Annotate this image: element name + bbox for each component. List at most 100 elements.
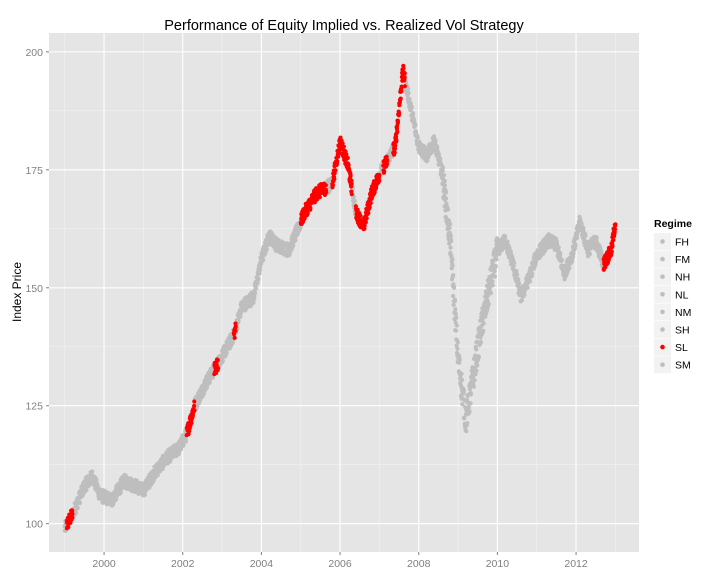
y-tick-label: 200 <box>25 47 43 59</box>
y-axis-label: Index Price <box>10 262 24 322</box>
data-point <box>511 261 517 266</box>
x-tick-label: 2010 <box>486 558 510 570</box>
data-point-sl <box>394 134 399 140</box>
data-point-sl <box>392 150 397 155</box>
data-point <box>490 283 495 288</box>
data-point-sl <box>317 195 322 200</box>
data-point <box>451 302 456 308</box>
data-point-sl <box>330 183 335 188</box>
data-point-sl <box>377 178 382 183</box>
legend-label-nm: NM <box>675 307 691 319</box>
data-point-sl <box>233 324 238 329</box>
legend-label-nh: NH <box>675 272 690 284</box>
data-point <box>183 439 189 444</box>
data-point <box>494 253 499 258</box>
y-tick-label: 175 <box>25 165 43 177</box>
data-point <box>570 259 575 264</box>
data-point-sl <box>377 172 382 178</box>
data-point-sl <box>612 227 618 232</box>
data-point-sl <box>349 181 354 186</box>
data-point <box>519 298 525 303</box>
data-point-sl <box>368 200 373 206</box>
data-point <box>452 297 458 302</box>
data-point <box>505 239 510 244</box>
data-point <box>457 354 462 359</box>
data-point <box>525 285 530 290</box>
data-point-sl <box>397 111 402 116</box>
data-point <box>571 251 576 256</box>
legend-key-point <box>660 327 665 332</box>
data-point <box>515 272 520 277</box>
legend-key-point <box>660 274 665 280</box>
data-point <box>77 500 83 506</box>
data-point <box>142 492 147 497</box>
x-tick-label: 2006 <box>328 558 352 570</box>
legend: Regime FH FM NH NL NM SH SL SM <box>654 218 692 374</box>
data-point <box>436 152 441 157</box>
data-point-sl <box>233 328 238 333</box>
data-point <box>204 385 209 390</box>
data-point-sl <box>335 159 340 164</box>
data-point <box>289 247 294 252</box>
x-tick-label: 2000 <box>92 558 116 570</box>
x-tick-label: 2012 <box>564 558 588 570</box>
data-point-sl <box>346 163 351 168</box>
data-point <box>257 268 263 273</box>
data-point <box>459 371 464 376</box>
data-point-sl <box>392 146 398 151</box>
data-point-sl <box>399 85 404 90</box>
legend-label-nl: NL <box>675 289 689 301</box>
data-point <box>90 469 95 474</box>
data-point <box>467 409 472 414</box>
data-point <box>575 232 580 238</box>
data-point <box>406 86 411 91</box>
data-point <box>476 354 481 359</box>
data-point <box>413 123 418 128</box>
data-point-sl <box>192 403 197 409</box>
data-point <box>433 138 438 143</box>
data-point <box>494 257 499 262</box>
data-point <box>465 421 470 426</box>
legend-label-fm: FM <box>675 254 690 266</box>
x-tick-label: 2002 <box>171 558 195 570</box>
data-point-sl <box>308 205 313 211</box>
data-point <box>587 251 593 257</box>
data-point <box>507 245 512 251</box>
data-point <box>252 290 258 296</box>
data-point <box>468 401 473 406</box>
data-point <box>425 158 430 163</box>
data-point <box>571 254 576 260</box>
data-point <box>448 250 453 255</box>
data-point <box>497 251 502 256</box>
data-point <box>448 222 453 227</box>
data-point <box>451 273 456 278</box>
data-point <box>94 478 99 483</box>
data-point <box>466 404 471 409</box>
data-point-sl <box>613 222 618 227</box>
data-point <box>454 315 459 320</box>
x-axis-ticks: 2000 2002 2004 2006 2008 2010 2012 <box>92 552 588 570</box>
data-point <box>503 234 508 239</box>
data-point <box>177 450 182 455</box>
data-point-sl <box>332 177 337 182</box>
data-point-sl <box>366 211 371 216</box>
data-point <box>481 321 486 326</box>
data-point <box>450 263 455 268</box>
data-point <box>481 328 486 333</box>
y-tick-label: 125 <box>25 401 43 413</box>
data-point <box>84 487 89 493</box>
data-point-sl <box>384 154 389 159</box>
data-point <box>527 279 533 284</box>
data-point <box>261 257 266 262</box>
data-point <box>210 375 215 380</box>
data-point <box>291 243 296 248</box>
y-tick-label: 150 <box>25 283 43 295</box>
data-point-sl <box>610 244 615 249</box>
data-point <box>73 510 78 515</box>
data-point <box>522 291 527 297</box>
data-point <box>224 350 229 355</box>
data-point-sl <box>362 223 367 228</box>
data-point <box>445 207 450 212</box>
data-point <box>567 265 572 271</box>
data-point-sl <box>340 141 345 146</box>
